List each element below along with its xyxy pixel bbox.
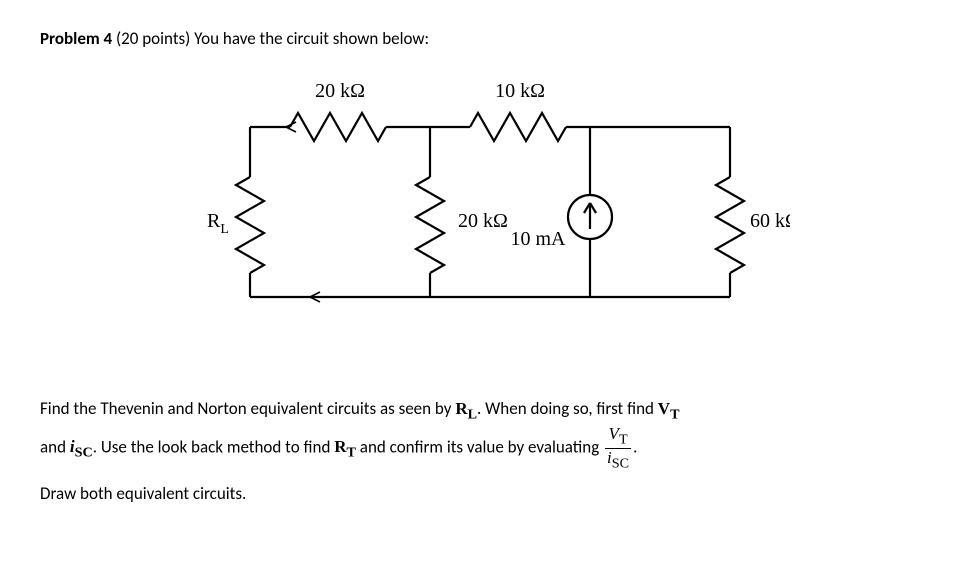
label-r4: 60 kΩ (750, 210, 790, 232)
var-rt: RT (334, 437, 356, 456)
instruction-line-3: Draw both equivalent circuits. (40, 482, 939, 507)
var-rl: RL (455, 399, 477, 418)
problem-label: Problem 4 (40, 28, 112, 49)
instruction-line-1: Find the Thevenin and Norton equivalent … (40, 397, 939, 472)
var-isc: iSC (70, 437, 93, 456)
problem-points: (20 points) (116, 28, 190, 49)
label-isrc: 10 mA (510, 228, 566, 250)
label-r2: 10 kΩ (495, 80, 545, 102)
problem-title: Problem 4 (20 points) You have the circu… (40, 28, 939, 49)
var-vt: VT (658, 399, 680, 418)
fraction-vt-isc: VTiSC (605, 425, 631, 472)
label-r3: 20 kΩ (458, 210, 508, 232)
label-r1: 20 kΩ (315, 80, 365, 102)
problem-intro: You have the circuit shown below: (190, 28, 429, 49)
circuit-diagram: 20 kΩ 10 kΩ RL 20 kΩ 10 mA 60 kΩ (190, 67, 790, 327)
label-rl: RL (207, 210, 229, 237)
